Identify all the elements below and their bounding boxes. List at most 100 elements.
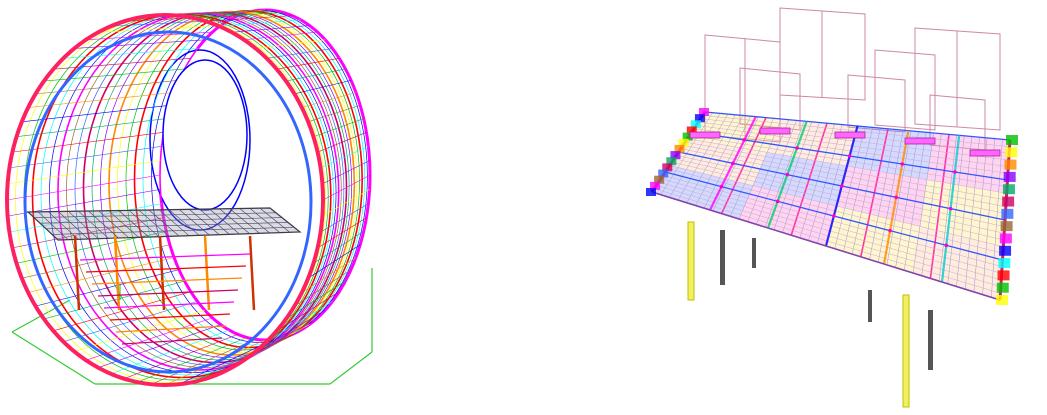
deck-beam: [249, 208, 281, 233]
side-rail-fitting: [1000, 221, 1013, 232]
deck-support-strut: [158, 235, 166, 311]
deck-beam: [78, 210, 109, 239]
floor-plate-mesh: [646, 108, 1018, 305]
lower-bay-frame: [91, 277, 243, 285]
barrel-stringer: [192, 12, 284, 19]
side-rail-fitting: [682, 132, 693, 141]
barrel-stringer: [137, 337, 247, 383]
floor-node: [944, 243, 949, 248]
floor-node: [795, 146, 799, 150]
barrel-stringer: [85, 317, 213, 361]
side-rail-fitting: [999, 245, 1012, 256]
side-rail-fitting: [1003, 171, 1016, 182]
deck-support-strut: [248, 235, 256, 311]
deck-beam: [68, 211, 99, 239]
floor-node: [847, 154, 852, 158]
deck-beam: [229, 208, 260, 234]
barrel-stringer: [276, 291, 340, 332]
lower-bay-frame: [85, 265, 247, 273]
support-post: [928, 310, 933, 370]
side-rail-fitting: [1001, 208, 1014, 219]
side-rail-fitting: [666, 157, 677, 166]
barrel-stringer: [16, 118, 167, 138]
deck-beam: [27, 211, 59, 241]
barrel-stringer: [255, 39, 326, 49]
floor-node: [894, 195, 898, 200]
deck-longeron: [39, 217, 283, 224]
barrel-stringer: [320, 146, 369, 169]
lower-bay-frame: [121, 337, 223, 345]
barrel-cabin-opening: [162, 59, 248, 211]
barrel-front-inner-rim: [23, 30, 313, 374]
side-rail-fitting: [646, 188, 656, 196]
deck-beam: [199, 208, 230, 235]
barrel-stringer: [151, 339, 256, 385]
barrel-stringer: [98, 25, 221, 33]
barrel-stringer: [123, 334, 238, 379]
side-rail-fitting: [690, 120, 701, 129]
side-rail-fitting: [996, 295, 1008, 305]
floor-node: [775, 199, 780, 204]
barrel-stringer: [266, 301, 333, 342]
deck-beam: [118, 210, 149, 238]
barrel-stringer: [28, 92, 175, 108]
barrel-stringer: [192, 337, 284, 383]
floor-node: [948, 206, 953, 211]
barrel-stringer: [276, 58, 340, 70]
floor-node: [900, 162, 905, 166]
deck-longeron: [51, 226, 295, 235]
seat-bracket: [834, 131, 866, 139]
seat-bracket: [904, 137, 936, 145]
floor-zone: [913, 226, 1004, 300]
deck-support-strut: [113, 235, 121, 311]
barrel-stringer: [313, 118, 364, 138]
barrel-stringer: [63, 301, 198, 343]
barrel-stringer: [9, 146, 162, 169]
floor-node: [719, 184, 724, 189]
deck-beam: [108, 210, 139, 238]
deck-support-strut: [203, 235, 211, 311]
barrel-stringer: [74, 39, 205, 49]
deck-beam: [168, 209, 200, 236]
barrel-stringer: [178, 10, 275, 17]
support-posts: [687, 221, 933, 408]
seat-bracket: [759, 127, 791, 135]
lower-bay-frame: [97, 289, 239, 297]
lower-bay-frame: [115, 325, 227, 333]
ground-reference-lines: [11, 268, 373, 385]
floor-node: [731, 161, 735, 166]
barrel-stringer: [63, 48, 198, 59]
barrel-stringer: [7, 160, 161, 185]
side-rail-fitting: [674, 144, 685, 153]
deck-beam: [269, 207, 301, 233]
lower-bay-frame: [103, 301, 235, 309]
side-rail-fitting: [699, 108, 709, 116]
deck-longeron: [27, 207, 271, 213]
barrel-stringer: [322, 189, 370, 217]
support-post: [752, 238, 756, 268]
support-post: [902, 294, 910, 408]
barrel-stringer: [243, 31, 318, 41]
barrel-shell-mesh: [6, 9, 371, 386]
side-rail-fitting: [1002, 184, 1015, 195]
deck-beam: [88, 210, 119, 239]
deck-longeron: [57, 231, 301, 241]
barrel-stringer: [322, 160, 370, 185]
side-rail-fitting: [997, 270, 1010, 281]
deck-beam: [138, 209, 170, 237]
deck-longeron: [33, 212, 277, 218]
side-rail-fitting: [1006, 135, 1018, 145]
floor-node: [953, 170, 957, 174]
deck-beam: [209, 208, 240, 235]
deck-beam: [128, 210, 160, 237]
barrel-stringer: [294, 269, 352, 307]
seat-bracket: [969, 149, 1001, 157]
barrel-stringer: [308, 104, 361, 123]
barrel-stringer: [301, 257, 357, 293]
barrel-stringer: [255, 309, 326, 352]
barrel-front-rim: [5, 13, 325, 387]
barrel-stringer: [205, 15, 293, 22]
deck-beam: [239, 208, 270, 234]
barrel-stringer: [266, 48, 333, 59]
deck-beam: [47, 211, 79, 240]
